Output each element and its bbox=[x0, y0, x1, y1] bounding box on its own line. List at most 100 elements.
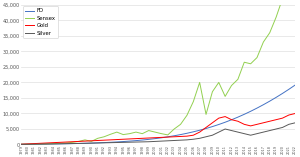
Silver bbox=[45, 143, 49, 145]
Sensex bbox=[249, 63, 252, 65]
FD bbox=[230, 119, 233, 121]
Sensex bbox=[109, 133, 112, 135]
Silver bbox=[217, 131, 220, 133]
Silver bbox=[191, 138, 195, 140]
FD bbox=[274, 96, 278, 98]
Sensex bbox=[83, 139, 87, 141]
FD bbox=[20, 143, 23, 145]
Gold bbox=[122, 138, 125, 140]
Silver bbox=[153, 141, 157, 142]
Sensex bbox=[147, 130, 151, 132]
Gold bbox=[32, 143, 36, 145]
Sensex bbox=[262, 41, 265, 43]
Line: Silver: Silver bbox=[21, 123, 295, 144]
FD bbox=[153, 138, 157, 140]
Line: FD: FD bbox=[21, 85, 295, 144]
Silver bbox=[58, 143, 61, 145]
Gold bbox=[160, 136, 163, 138]
Gold bbox=[198, 131, 202, 133]
Sensex bbox=[96, 137, 100, 139]
Silver bbox=[268, 130, 272, 132]
Gold bbox=[20, 143, 23, 145]
FD bbox=[134, 140, 138, 142]
Gold bbox=[102, 139, 106, 141]
Sensex bbox=[20, 143, 23, 145]
Silver bbox=[211, 134, 214, 136]
Gold bbox=[140, 137, 144, 139]
Silver bbox=[281, 127, 284, 128]
Gold bbox=[281, 117, 284, 119]
Silver bbox=[166, 140, 169, 142]
Sensex bbox=[179, 123, 182, 125]
Silver bbox=[230, 130, 233, 132]
FD bbox=[102, 142, 106, 143]
Gold bbox=[236, 120, 240, 122]
FD bbox=[39, 143, 42, 145]
Gold bbox=[287, 114, 291, 116]
Silver bbox=[262, 131, 265, 133]
Gold bbox=[128, 138, 131, 140]
Gold bbox=[115, 139, 119, 141]
Sensex bbox=[140, 133, 144, 135]
Gold bbox=[134, 138, 138, 140]
Sensex bbox=[166, 134, 169, 136]
FD bbox=[179, 134, 182, 135]
Sensex bbox=[185, 114, 189, 116]
Silver bbox=[140, 141, 144, 143]
FD bbox=[223, 121, 227, 123]
Silver bbox=[198, 137, 202, 139]
Silver bbox=[160, 140, 163, 142]
Gold bbox=[109, 139, 112, 141]
Gold bbox=[262, 122, 265, 124]
Gold bbox=[70, 141, 74, 143]
Line: Gold: Gold bbox=[21, 114, 295, 144]
Gold bbox=[90, 140, 93, 142]
Gold bbox=[223, 116, 227, 118]
FD bbox=[109, 141, 112, 143]
FD bbox=[115, 141, 119, 143]
Gold bbox=[249, 125, 252, 127]
Sensex bbox=[268, 32, 272, 34]
Silver bbox=[293, 122, 297, 124]
Sensex bbox=[102, 136, 106, 138]
Sensex bbox=[128, 133, 131, 135]
Gold bbox=[58, 141, 61, 143]
Sensex bbox=[45, 143, 49, 145]
Gold bbox=[230, 119, 233, 121]
FD bbox=[217, 124, 220, 125]
FD bbox=[262, 104, 265, 106]
FD bbox=[249, 110, 252, 112]
FD bbox=[96, 142, 100, 144]
Gold bbox=[293, 113, 297, 114]
Gold bbox=[51, 142, 55, 144]
Gold bbox=[26, 143, 29, 145]
Sensex bbox=[160, 133, 163, 135]
FD bbox=[45, 143, 49, 145]
Silver bbox=[77, 142, 80, 144]
Sensex bbox=[236, 78, 240, 80]
Gold bbox=[204, 127, 208, 128]
Legend: FD, Sensex, Gold, Silver: FD, Sensex, Gold, Silver bbox=[23, 6, 58, 38]
Sensex bbox=[90, 141, 93, 142]
FD bbox=[147, 138, 151, 140]
FD bbox=[287, 88, 291, 90]
Gold bbox=[96, 140, 100, 141]
Silver bbox=[90, 142, 93, 144]
FD bbox=[255, 107, 259, 109]
Silver bbox=[223, 128, 227, 130]
FD bbox=[191, 131, 195, 133]
FD bbox=[140, 139, 144, 141]
Sensex bbox=[191, 101, 195, 103]
Silver bbox=[128, 141, 131, 143]
FD bbox=[242, 113, 246, 115]
FD bbox=[268, 100, 272, 102]
FD bbox=[64, 143, 68, 145]
Sensex bbox=[204, 114, 208, 115]
FD bbox=[58, 143, 61, 145]
Gold bbox=[191, 134, 195, 136]
Sensex bbox=[242, 61, 246, 63]
Sensex bbox=[255, 57, 259, 59]
Sensex bbox=[26, 143, 29, 145]
FD bbox=[204, 127, 208, 129]
Silver bbox=[236, 131, 240, 133]
